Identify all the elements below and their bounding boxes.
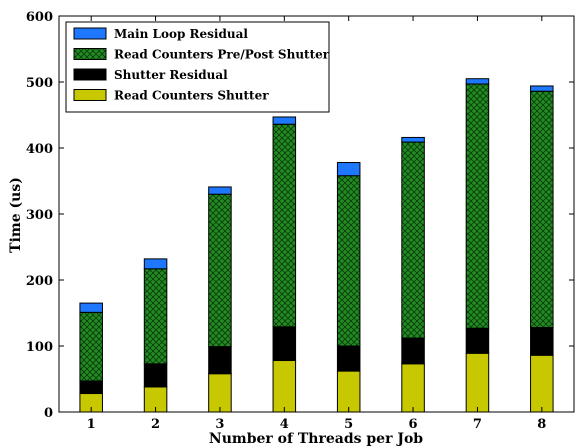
- legend-label-1: Read Counters Pre/Post Shutter: [114, 48, 330, 62]
- axes-layer: 0 100 200 300 400 500 600 1 2 3 4 5 6 7 8: [26, 10, 575, 432]
- bar-segment-s1-c7: [530, 327, 554, 356]
- bar-segment-s1-c5: [401, 337, 425, 365]
- bar-segment-s2-c1: [143, 268, 168, 365]
- legend: Main Loop Residual Read Counters Pre/Post…: [65, 21, 330, 113]
- x-tick-label-1: 2: [151, 417, 160, 432]
- bar-segment-s2-c7: [530, 90, 554, 329]
- bar-segment-s0-c7: [530, 354, 554, 413]
- bar-segment-s3-c3: [272, 116, 297, 125]
- x-tick-label-6: 7: [473, 417, 482, 432]
- legend-swatch-2: [73, 68, 107, 81]
- bar-segment-s1-c0: [79, 380, 103, 395]
- x-tick-label-5: 6: [409, 417, 418, 432]
- bar-segment-s1-c3: [272, 326, 297, 362]
- bar-segment-s2-c5: [401, 141, 425, 339]
- bar-segment-s3-c1: [143, 258, 168, 270]
- y-tick-label-2: 200: [26, 274, 53, 289]
- legend-swatch-0: [73, 27, 107, 40]
- x-tick-label-0: 1: [87, 417, 96, 432]
- x-tick-label-2: 3: [215, 417, 224, 432]
- bar-segment-s1-c2: [208, 346, 232, 375]
- bar-segment-s3-c4: [336, 162, 361, 177]
- bar-segment-s0-c4: [336, 370, 361, 413]
- y-tick-label-3: 300: [26, 208, 53, 223]
- bar-segment-s1-c1: [143, 363, 168, 388]
- bar-segment-s3-c0: [79, 302, 103, 313]
- bar-segment-s2-c6: [465, 83, 490, 329]
- bar-segment-s2-c2: [208, 193, 232, 348]
- x-tick-label-7: 8: [537, 417, 546, 432]
- bar-segment-s1-c6: [465, 327, 490, 354]
- y-tick-label-4: 400: [26, 142, 53, 157]
- x-axis-label: Number of Threads per Job: [209, 431, 423, 447]
- y-tick-label-1: 100: [26, 340, 53, 355]
- y-axis-label: Time (us): [8, 177, 24, 253]
- x-tick-label-4: 5: [344, 417, 353, 432]
- bar-segment-s1-c4: [336, 345, 361, 372]
- legend-label-0: Main Loop Residual: [114, 27, 248, 41]
- bar-segment-s2-c3: [272, 123, 297, 328]
- bar-segment-s3-c5: [401, 136, 425, 143]
- bar-segment-s3-c7: [530, 85, 554, 92]
- y-tick-label-6: 600: [26, 10, 53, 25]
- legend-label-2: Shutter Residual: [114, 68, 228, 82]
- bar-segment-s0-c3: [272, 360, 297, 413]
- x-tick-label-3: 4: [280, 417, 289, 432]
- legend-box: [65, 21, 330, 113]
- legend-label-3: Read Counters Shutter: [114, 89, 269, 103]
- bar-segment-s0-c6: [465, 352, 490, 413]
- bar-segment-s0-c2: [208, 373, 232, 413]
- bar-segment-s2-c4: [336, 175, 361, 347]
- bar-segment-s3-c6: [465, 78, 490, 85]
- legend-swatch-1: [73, 48, 107, 60]
- bars-layer: [79, 78, 554, 413]
- bar-segment-s2-c0: [79, 311, 103, 382]
- bar-segment-s3-c2: [208, 186, 232, 195]
- legend-swatch-3: [73, 89, 107, 101]
- bar-segment-s0-c5: [401, 363, 425, 413]
- y-tick-label-5: 500: [26, 76, 53, 91]
- y-tick-label-0: 0: [44, 406, 53, 421]
